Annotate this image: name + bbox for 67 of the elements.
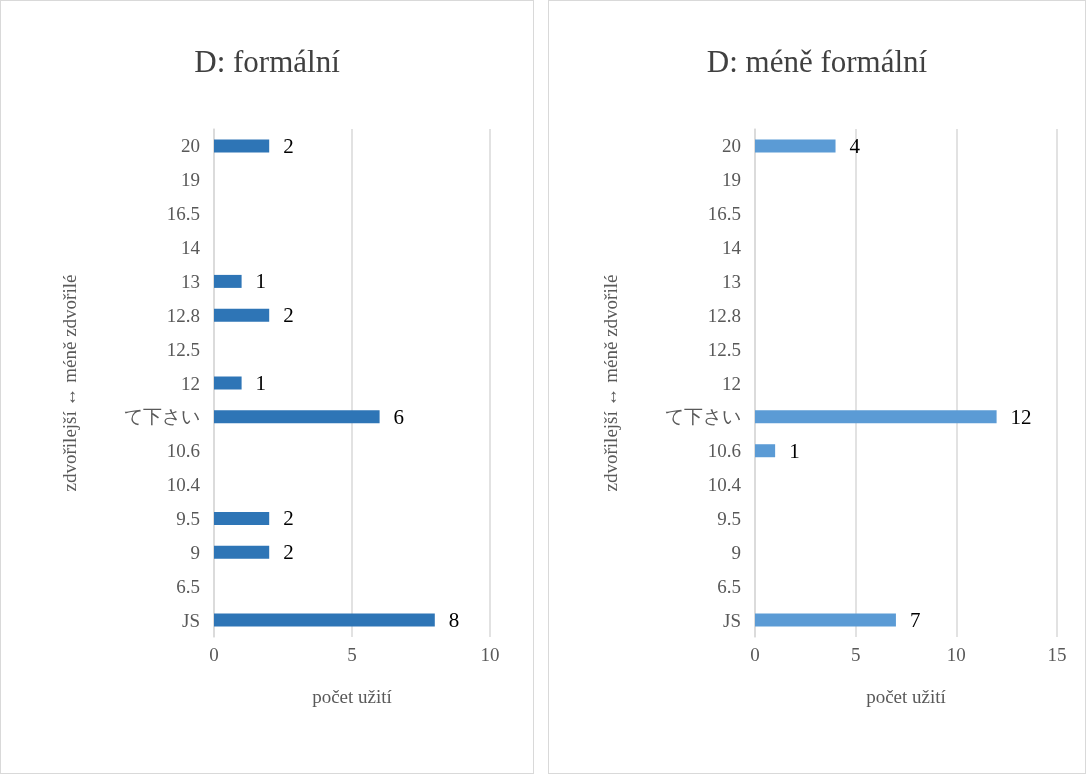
x-axis-title: počet užití	[312, 686, 393, 707]
chart-title: D: méně formální	[706, 44, 928, 79]
bar	[755, 444, 776, 458]
chart-title: D: formální	[194, 44, 341, 79]
y-tick-label: 9	[190, 541, 200, 563]
x-axis-title: počet užití	[866, 686, 947, 707]
y-tick-label: 13	[181, 270, 200, 292]
bar	[214, 139, 270, 153]
data-label: 1	[789, 438, 800, 463]
bar	[214, 410, 380, 424]
data-label: 1	[255, 371, 267, 395]
data-label: 2	[283, 506, 294, 531]
y-tick-label: 14	[181, 237, 201, 259]
y-tick-label: 10.4	[166, 474, 201, 496]
y-tick-label: JS	[723, 609, 741, 631]
y-axis-title: zdvořilejší ↔ méně zdvořilé	[600, 274, 621, 492]
y-tick-label: 12	[181, 372, 200, 394]
bar	[755, 139, 836, 153]
y-tick-label: 10.6	[707, 440, 741, 462]
data-label: 2	[283, 540, 294, 565]
y-tick-label: 19	[181, 169, 200, 191]
y-tick-label: 12.8	[166, 304, 200, 326]
y-tick-label: 6.5	[717, 575, 741, 597]
data-label: 12	[1010, 404, 1032, 429]
bar	[214, 274, 242, 288]
y-tick-label: 10.6	[166, 440, 200, 462]
data-label: 2	[283, 303, 294, 328]
y-tick-label: 12.5	[166, 338, 200, 360]
x-tick-label: 15	[1047, 644, 1067, 665]
y-tick-label: 12.8	[707, 304, 741, 326]
data-label: 1	[255, 269, 267, 294]
y-tick-label: 13	[722, 270, 741, 292]
data-label: 6	[393, 404, 405, 429]
bar	[755, 410, 997, 424]
y-tick-label: 16.5	[707, 203, 741, 225]
y-tick-label: 16.5	[166, 203, 200, 225]
y-tick-label: 12.5	[707, 338, 741, 360]
data-label: 4	[849, 133, 861, 158]
y-tick-label: 10.4	[707, 474, 742, 496]
x-tick-label: 10	[480, 644, 500, 665]
x-tick-label: 5	[850, 644, 861, 665]
bar	[755, 613, 896, 627]
y-tick-label: 9	[731, 541, 741, 563]
bar	[214, 376, 242, 390]
bar	[214, 308, 270, 322]
x-tick-label: 0	[209, 644, 219, 665]
x-tick-label: 10	[946, 644, 966, 665]
y-tick-label: 14	[722, 237, 742, 259]
x-tick-label: 0	[750, 644, 760, 665]
y-axis-title: zdvořilejší ↔ méně zdvořilé	[59, 274, 80, 492]
y-tick-label: 19	[722, 169, 741, 191]
y-tick-label: 9.5	[176, 507, 200, 529]
bar	[214, 511, 270, 525]
data-label: 7	[909, 608, 921, 633]
y-tick-label: 20	[722, 135, 741, 157]
data-label: 8	[448, 608, 460, 633]
y-tick-label: て下さい	[665, 406, 741, 428]
y-tick-label: 9.5	[717, 507, 741, 529]
y-tick-label: 6.5	[176, 575, 200, 597]
bar	[214, 545, 270, 559]
x-tick-label: 5	[347, 644, 357, 665]
bar	[214, 613, 435, 627]
y-tick-label: 12	[722, 372, 741, 394]
y-tick-label: て下さい	[124, 406, 200, 428]
data-label: 2	[283, 133, 294, 158]
y-tick-label: 20	[181, 135, 200, 157]
y-tick-label: JS	[182, 609, 200, 631]
